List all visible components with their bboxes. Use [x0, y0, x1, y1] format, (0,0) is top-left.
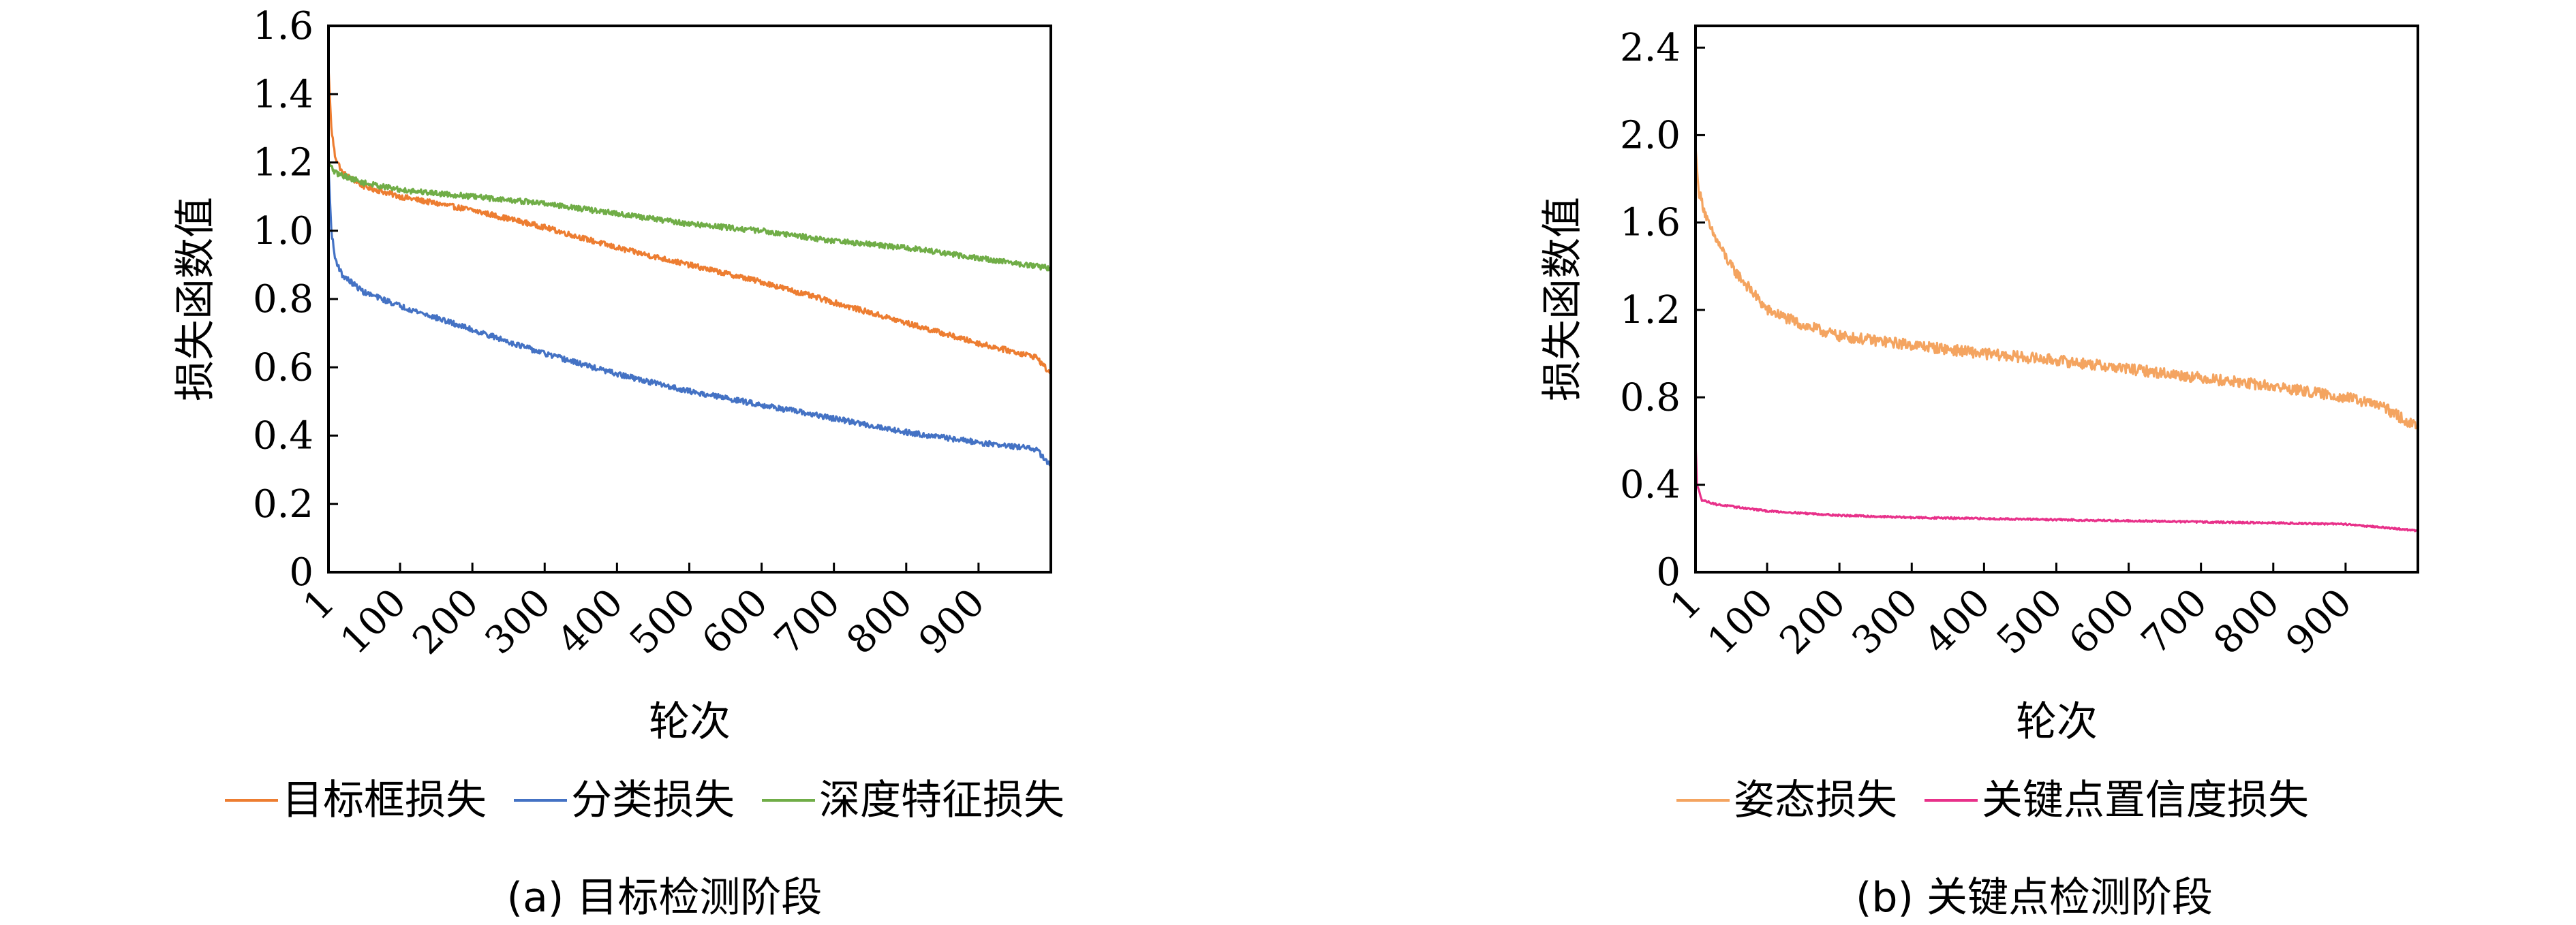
- y-tick-label: 0: [1656, 550, 1681, 595]
- y-axis-label-b: 损失函数值: [1539, 197, 1586, 401]
- legend-label-0: 目标框损失: [282, 777, 487, 824]
- x-tick-label: 700: [766, 580, 849, 663]
- x-tick-label: 500: [622, 580, 705, 663]
- caption-a: (a) 目标检测阶段: [507, 874, 823, 922]
- y-tick-label: 0.8: [1620, 375, 1681, 420]
- series-line-b-0: [1694, 146, 2419, 430]
- y-axis-label-a: 损失函数值: [172, 197, 219, 401]
- x-tick-label: 800: [838, 580, 921, 663]
- x-tick-label: 700: [2133, 580, 2216, 663]
- y-tick-label: 0.4: [1620, 463, 1681, 507]
- y-tick-label: 1.6: [253, 4, 313, 48]
- y-tick-label: 0.2: [253, 482, 313, 527]
- y-tick-label: 1.6: [1620, 201, 1681, 245]
- plot-frame-a: [327, 25, 1052, 574]
- x-tick-label: 400: [549, 580, 632, 663]
- y-tick-label: 1.4: [253, 72, 313, 116]
- series-layer-a: [327, 67, 1052, 467]
- x-tick-label: 900: [2278, 580, 2361, 663]
- y-tick-label: 1.2: [253, 141, 313, 185]
- x-tick-label: 600: [694, 580, 777, 663]
- series-layer-b: [1694, 146, 2419, 533]
- caption-b: (b) 关键点检测阶段: [1856, 874, 2213, 922]
- series-line-a-2: [327, 161, 1052, 272]
- legend-label-2: 深度特征损失: [819, 777, 1064, 824]
- x-tick-label: 100: [332, 580, 415, 663]
- x-axis-label-a: 轮次: [649, 698, 731, 746]
- y-tick-label: 2.0: [1620, 113, 1681, 157]
- plot-frame-b: [1694, 25, 2419, 574]
- series-line-a-1: [327, 166, 1052, 467]
- legend-b: 姿态损失 关键点置信度损失: [1676, 777, 2309, 824]
- legend-label-1: 关键点置信度损失: [1982, 777, 2309, 824]
- x-tick-label: 400: [1916, 580, 1999, 663]
- y-tick-label: 0.8: [253, 277, 313, 322]
- chart-panel-b: 0 0.4 0.8 1.2 1.6 2.0 2.4 11002003004005006007…: [1539, 25, 2419, 922]
- x-axis-label-b: 轮次: [2016, 698, 2098, 746]
- y-ticks-a: 0 0.2 0.4 0.6 0.8 1.0 1.2 1.4 1.6: [253, 4, 338, 595]
- y-tick-label: 0: [289, 550, 313, 595]
- y-ticks-b: 0 0.4 0.8 1.2 1.6 2.0 2.4: [1620, 26, 1705, 595]
- x-tick-label: 600: [2061, 580, 2144, 663]
- x-tick-label: 900: [910, 580, 994, 663]
- x-tick-label: 200: [405, 580, 488, 663]
- y-tick-label: 0.4: [253, 414, 313, 458]
- series-line-a-0: [327, 67, 1052, 375]
- series-line-b-1: [1694, 441, 2419, 533]
- y-tick-label: 2.4: [1620, 26, 1681, 70]
- y-tick-label: 1.2: [1620, 288, 1681, 332]
- legend-a: 目标框损失 分类损失 深度特征损失: [225, 777, 1064, 824]
- legend-label-1: 分类损失: [571, 777, 735, 824]
- y-tick-label: 1.0: [253, 209, 313, 253]
- x-tick-label: 300: [1844, 580, 1927, 663]
- x-tick-label: 300: [477, 580, 560, 663]
- x-tick-label: 200: [1772, 580, 1855, 663]
- x-tick-label: 800: [2205, 580, 2288, 663]
- chart-panel-a: 0 0.2 0.4 0.6 0.8 1.0 1.2 1.4 1.6 11002003004005…: [172, 4, 1064, 922]
- legend-label-0: 姿态损失: [1734, 777, 1897, 824]
- y-tick-label: 0.6: [253, 345, 313, 390]
- x-tick-label: 100: [1699, 580, 1782, 663]
- x-tick-label: 500: [1989, 580, 2072, 663]
